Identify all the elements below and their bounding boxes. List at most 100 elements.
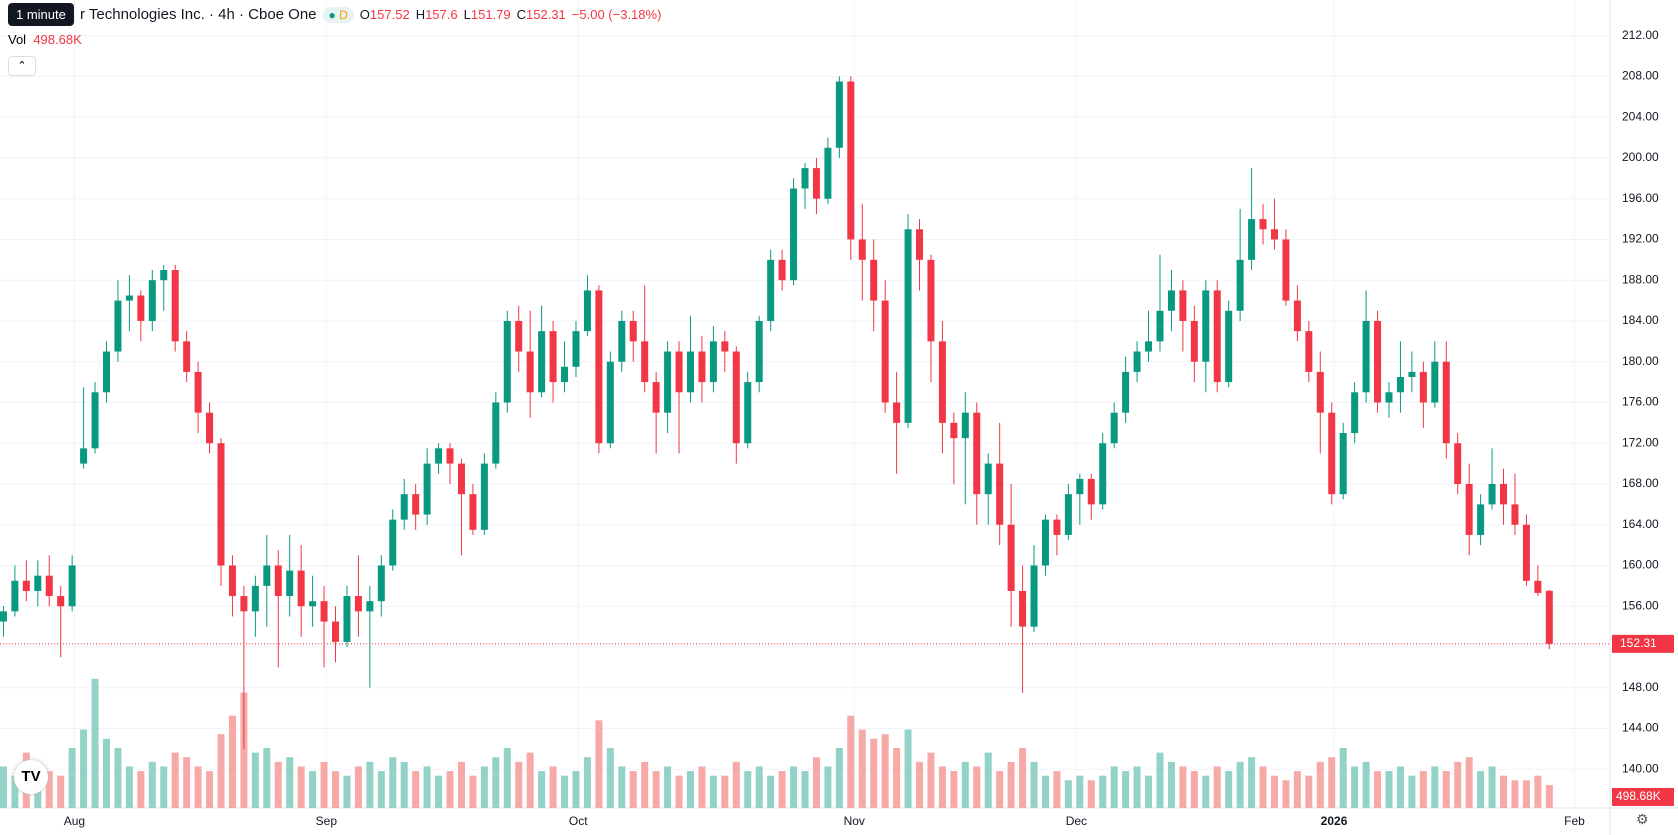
volume-bar [618, 766, 626, 808]
volume-bar [858, 729, 866, 808]
candle-body [320, 601, 328, 622]
candle-body [973, 412, 981, 495]
candle-body [561, 366, 569, 383]
last-price-label: 152.31 [1620, 636, 1657, 650]
candle-body [217, 443, 225, 566]
volume-bar [217, 734, 225, 808]
candle-body [835, 81, 843, 148]
candle-body [583, 290, 591, 332]
candle-body [1030, 565, 1038, 627]
candle-body [767, 259, 775, 321]
candle-body [572, 331, 580, 367]
candle-body [1316, 371, 1324, 413]
volume-bar [1248, 757, 1256, 808]
y-tick-label: 188.00 [1622, 272, 1659, 286]
volume-bar [343, 775, 351, 808]
volume-bar [389, 757, 397, 808]
volume-bar [400, 761, 408, 808]
candle-body [1064, 494, 1072, 535]
volume-bar [1431, 766, 1439, 808]
candle-body [870, 259, 878, 301]
volume-bar [366, 761, 374, 808]
y-tick-label: 160.00 [1622, 558, 1659, 572]
volume-bar [1133, 766, 1141, 808]
candle-body [1076, 478, 1084, 495]
candle-body [389, 519, 397, 566]
collapse-button[interactable]: ⌃ [8, 56, 36, 76]
volume-bar [1099, 775, 1107, 808]
candle-body [698, 351, 706, 383]
volume-bar [1488, 766, 1496, 808]
volume-bar [870, 738, 878, 808]
last-volume-label: 498.68K [1616, 789, 1661, 803]
candle-body [400, 494, 408, 520]
volume-bar [286, 757, 294, 808]
volume-bar [1305, 775, 1313, 808]
candle-body [744, 382, 752, 444]
h: H [415, 7, 426, 22]
volume-bar [549, 766, 557, 808]
candle-body [1351, 392, 1359, 434]
volume-bar [114, 748, 122, 808]
candle-body [1167, 290, 1175, 311]
candle-body [881, 300, 889, 403]
volume-bar [515, 761, 523, 808]
volume-bar [1213, 766, 1221, 808]
volume-bar [1179, 766, 1187, 808]
volume-bar [973, 766, 981, 808]
candle-body [1236, 259, 1244, 311]
candle-body [1500, 483, 1508, 505]
volume-bar [1534, 775, 1542, 808]
volume-bar [927, 752, 935, 808]
candle-body [1374, 320, 1382, 403]
candle-body [1110, 412, 1118, 444]
candle-body [1419, 371, 1427, 403]
volume-bar [835, 748, 843, 808]
volume-bar [709, 775, 717, 808]
volume-bar [480, 766, 488, 808]
volume-bar [1145, 775, 1153, 808]
candle-body [938, 341, 946, 423]
candle-body [1282, 239, 1290, 301]
candle-body [1179, 290, 1187, 321]
candle-body [641, 341, 649, 383]
y-tick-label: 148.00 [1622, 680, 1659, 694]
y-tick-label: 164.00 [1622, 517, 1659, 531]
volume-bar [160, 766, 168, 808]
candle-body [549, 331, 557, 383]
logo[interactable]: TV [14, 760, 48, 794]
candle-body [1362, 320, 1370, 393]
candle-body [228, 565, 236, 597]
volume-bar [503, 748, 511, 808]
candle-body [755, 320, 763, 383]
candle-body [1087, 478, 1095, 505]
volume-bar [1477, 771, 1485, 808]
volume-bar [1236, 761, 1244, 808]
candle-body [950, 422, 958, 439]
volume-bar [755, 766, 763, 808]
volume-bar [1259, 766, 1267, 808]
volume-bar [137, 771, 145, 808]
volume-bar [824, 766, 832, 808]
candle-body [801, 168, 809, 189]
volume-bar [11, 775, 19, 808]
volume-bar [1076, 775, 1084, 808]
candle-body [664, 351, 672, 413]
candle-body [1133, 351, 1141, 372]
candle-body [1213, 290, 1221, 383]
volume-bar [309, 771, 317, 808]
candle-body [137, 295, 145, 321]
y-tick-label: 176.00 [1622, 395, 1659, 409]
candle-body [469, 494, 477, 530]
x-tick-label: Aug [64, 814, 85, 828]
volume-bar [1030, 761, 1038, 808]
volume-bar [457, 761, 465, 808]
last-volume-box [1612, 787, 1674, 806]
candle-body [34, 575, 42, 591]
candle-body [183, 341, 191, 372]
volume-bar [538, 771, 546, 808]
settings-icon[interactable]: ⚙ [1636, 811, 1649, 827]
candle-body [595, 290, 603, 444]
candle-body [91, 392, 99, 449]
y-tick-label: 144.00 [1622, 721, 1659, 735]
